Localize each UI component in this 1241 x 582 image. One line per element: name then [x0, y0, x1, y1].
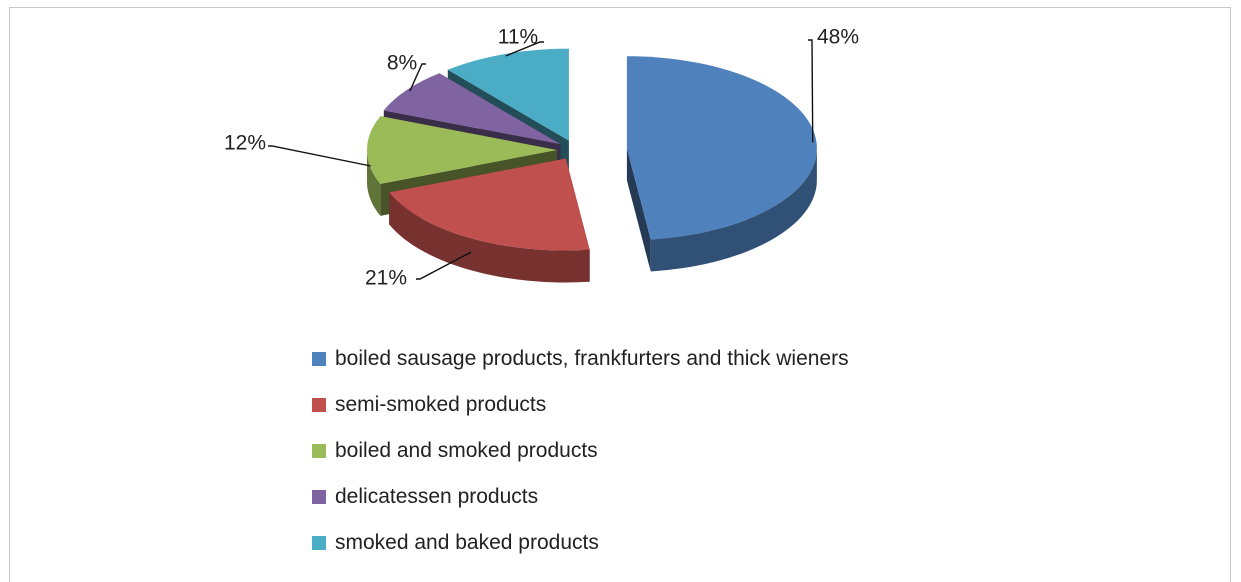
legend-label: smoked and baked products — [335, 531, 599, 554]
leader-line — [505, 41, 544, 57]
pie-slice-top — [447, 48, 569, 141]
legend-swatch — [312, 536, 326, 550]
data-label: 12% — [224, 132, 266, 155]
legend-label: boiled and smoked products — [335, 439, 598, 462]
chart-legend: boiled sausage products, frankfurters an… — [312, 336, 849, 566]
legend-label: delicatessen products — [335, 485, 539, 508]
legend-swatch — [312, 352, 326, 366]
chart-frame — [9, 7, 1231, 582]
legend-item: boiled and smoked products — [312, 428, 849, 474]
pie-slice-side — [367, 150, 381, 216]
pie-chart: 48% 21% 12% 8% 11% — [224, 26, 859, 290]
pie-slice-top — [366, 116, 557, 184]
legend-label: boiled sausage products, frankfurters an… — [335, 347, 849, 370]
legend-item: boiled sausage products, frankfurters an… — [312, 336, 849, 382]
pie-slice-top — [626, 56, 817, 240]
data-label: 48% — [817, 26, 859, 49]
leader-line — [409, 63, 426, 92]
pie-slice-wall — [626, 148, 651, 272]
pie-slice-side — [650, 148, 817, 272]
data-label: 11% — [498, 26, 538, 49]
leader-line — [808, 39, 814, 143]
legend-item: smoked and baked products — [312, 520, 849, 566]
legend-item: semi-smoked products — [312, 382, 849, 428]
legend-label: semi-smoked products — [335, 393, 547, 416]
data-label: 8% — [387, 52, 417, 75]
pie-slice-top — [383, 73, 561, 145]
legend-item: delicatessen products — [312, 474, 849, 520]
pie-slice — [626, 56, 817, 272]
pie-slice — [389, 158, 590, 283]
data-label: 21% — [365, 267, 407, 290]
pie-slice-side — [389, 192, 590, 283]
legend-swatch — [312, 444, 326, 458]
legend-swatch — [312, 490, 326, 504]
legend-swatch — [312, 398, 326, 412]
leader-line — [268, 145, 371, 167]
pie-slice-top — [389, 158, 590, 251]
leader-line — [416, 251, 472, 280]
